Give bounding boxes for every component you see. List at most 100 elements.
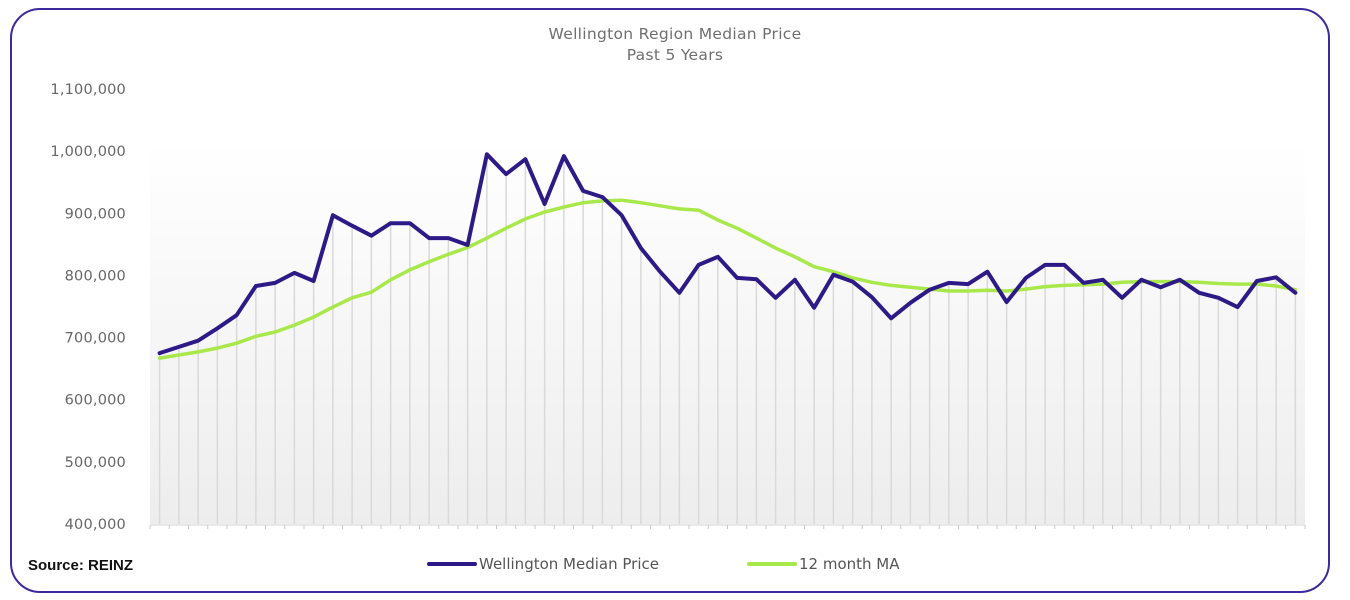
chart-title: Wellington Region Median Price <box>548 25 802 43</box>
y-tick-label: 1,000,000 <box>50 144 126 160</box>
data-point-median-price <box>427 236 431 240</box>
data-point-median-price <box>639 246 643 250</box>
data-point-median-price <box>177 345 181 349</box>
data-point-12-month-ma <box>870 280 874 284</box>
data-point-median-price <box>677 291 681 295</box>
legend-swatch-median-price <box>427 562 477 566</box>
data-point-median-price <box>158 351 162 355</box>
data-point-12-month-ma <box>369 290 373 294</box>
data-point-median-price <box>774 296 778 300</box>
data-point-median-price <box>235 313 239 317</box>
data-point-median-price <box>331 213 335 217</box>
data-point-12-month-ma <box>658 204 662 208</box>
data-point-median-price <box>1024 276 1028 280</box>
data-point-median-price <box>215 326 219 330</box>
data-point-median-price <box>485 152 489 156</box>
data-point-median-price <box>1120 296 1124 300</box>
legend-label-median-price: Wellington Median Price <box>479 555 659 573</box>
series-line-median-price <box>157 152 1298 356</box>
data-point-median-price <box>985 270 989 274</box>
data-point-median-price <box>1255 279 1259 283</box>
y-axis: 1,100,000 1,000,000 900,000 800,000 700,000 6… <box>50 82 126 533</box>
data-point-median-price <box>466 243 470 247</box>
data-point-median-price <box>581 189 585 193</box>
data-point-12-month-ma <box>1159 280 1163 284</box>
data-point-median-price <box>908 301 912 305</box>
data-point-12-month-ma <box>177 353 181 357</box>
data-point-median-price <box>562 154 566 158</box>
data-point-median-price <box>523 157 527 161</box>
data-point-12-month-ma <box>254 334 258 338</box>
data-point-median-price <box>889 316 893 320</box>
data-point-12-month-ma <box>639 201 643 205</box>
data-point-12-month-ma <box>292 323 296 327</box>
data-point-12-month-ma <box>716 218 720 222</box>
data-point-12-month-ma <box>427 260 431 264</box>
data-point-12-month-ma <box>1274 284 1278 288</box>
data-point-median-price <box>446 236 450 240</box>
data-point-median-price <box>1139 278 1143 282</box>
data-point-12-month-ma <box>235 341 239 345</box>
data-point-median-price <box>254 284 258 288</box>
data-point-12-month-ma <box>389 278 393 282</box>
data-point-median-price <box>812 306 816 310</box>
y-tick-label: 1,100,000 <box>50 82 126 98</box>
data-point-12-month-ma <box>543 210 547 214</box>
data-point-median-price <box>870 295 874 299</box>
y-tick-label: 700,000 <box>65 331 126 347</box>
data-point-median-price <box>1197 291 1201 295</box>
data-point-12-month-ma <box>523 217 527 221</box>
data-point-median-price <box>658 270 662 274</box>
source-label: Source: REINZ <box>28 557 134 574</box>
data-point-12-month-ma <box>889 283 893 287</box>
data-point-12-month-ma <box>350 296 354 300</box>
plot-area <box>150 142 1305 524</box>
data-point-12-month-ma <box>485 236 489 240</box>
data-point-median-price <box>1216 296 1220 300</box>
data-point-12-month-ma <box>1024 287 1028 291</box>
data-point-12-month-ma <box>620 198 624 202</box>
chart-subtitle: Past 5 Years <box>626 46 724 64</box>
y-tick-label: 600,000 <box>65 393 126 409</box>
data-point-median-price <box>1236 305 1240 309</box>
data-point-median-price <box>735 276 739 280</box>
vertical-gridlines <box>158 154 1297 524</box>
data-point-median-price <box>1159 285 1163 289</box>
data-point-12-month-ma <box>1197 280 1201 284</box>
data-point-median-price <box>504 172 508 176</box>
data-point-median-price <box>369 234 373 238</box>
data-point-12-month-ma <box>774 246 778 250</box>
legend-item-ma: 12 month MA <box>747 555 900 573</box>
data-point-12-month-ma <box>735 226 739 230</box>
data-point-median-price <box>1293 291 1297 295</box>
data-point-12-month-ma <box>966 289 970 293</box>
data-point-median-price <box>966 282 970 286</box>
y-tick-label: 900,000 <box>65 206 126 222</box>
data-point-median-price <box>196 339 200 343</box>
data-point-median-price <box>831 273 835 277</box>
data-point-12-month-ma <box>581 201 585 205</box>
data-point-median-price <box>620 213 624 217</box>
data-point-median-price <box>408 221 412 225</box>
data-point-median-price <box>716 255 720 259</box>
data-point-median-price <box>697 263 701 267</box>
legend-label-ma: 12 month MA <box>799 555 900 573</box>
legend-swatch-ma <box>747 562 797 566</box>
data-point-12-month-ma <box>273 330 277 334</box>
data-point-median-price <box>1178 278 1182 282</box>
data-point-12-month-ma <box>1120 280 1124 284</box>
data-point-median-price <box>389 221 393 225</box>
data-point-12-month-ma <box>196 350 200 354</box>
series-lines <box>157 152 1298 360</box>
data-point-12-month-ma <box>908 285 912 289</box>
data-point-12-month-ma <box>947 289 951 293</box>
data-point-12-month-ma <box>1005 289 1009 293</box>
data-point-median-price <box>793 278 797 282</box>
data-point-12-month-ma <box>677 207 681 211</box>
data-point-12-month-ma <box>1062 283 1066 287</box>
data-point-median-price <box>312 279 316 283</box>
data-point-median-price <box>1082 281 1086 285</box>
data-point-median-price <box>851 280 855 284</box>
data-point-median-price <box>292 271 296 275</box>
